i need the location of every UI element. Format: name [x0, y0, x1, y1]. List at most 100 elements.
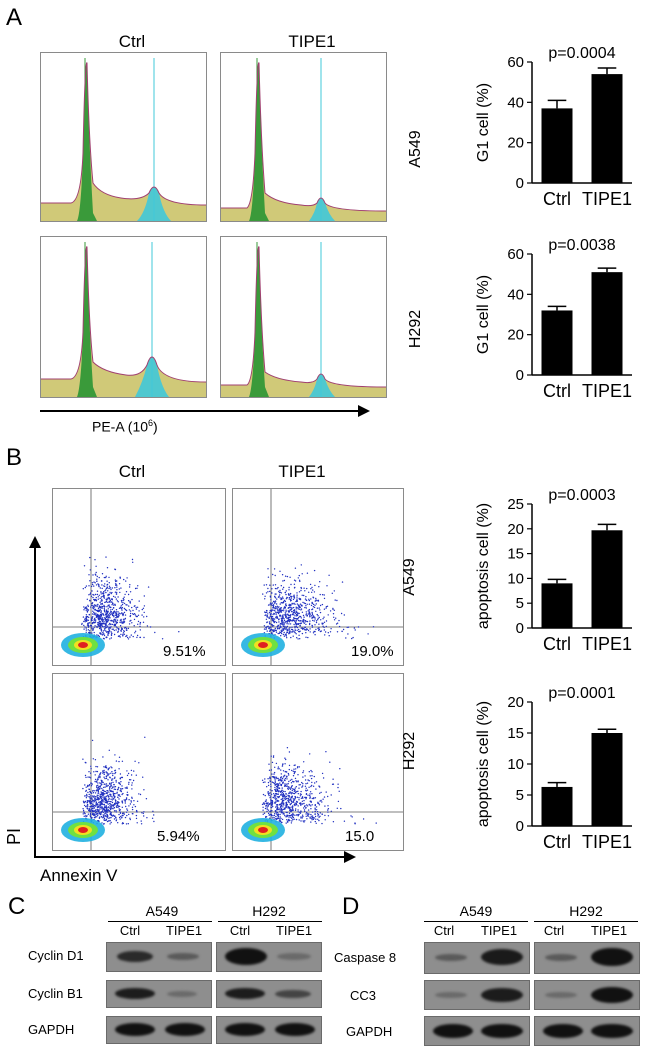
- y-tick-label: 20: [507, 327, 524, 344]
- y-tick-label: 5: [516, 787, 524, 804]
- panel-b-col-ctrl: Ctrl: [118, 462, 146, 481]
- y-tick-label: 0: [516, 367, 524, 384]
- chart-apoptosis-h292: apoptosis cell (%) 0 5 10 15 20 Ctrl TIPE1 p=0.0…: [475, 685, 632, 852]
- panel-a-row-h292: H292: [407, 309, 424, 349]
- annexin-axis-arrow: [34, 851, 356, 863]
- chart-apoptosis-a549: apoptosis cell (%) 0 5 10 15 20 25 Ctrl TIPE1 p=0…: [475, 487, 632, 654]
- panel-c-underline-a549: [108, 921, 212, 922]
- bar-tipe1: [591, 272, 623, 375]
- scatter-h292-tipe1: 15.0: [232, 673, 404, 851]
- y-axis-label: G1 cell (%): [475, 83, 492, 162]
- scatter-dots: [61, 556, 180, 657]
- pi-axis-arrow: [29, 536, 41, 856]
- blot-c-cyclin-d1-a549: [106, 942, 212, 972]
- pct-a549-ctrl: 9.51%: [163, 643, 206, 660]
- blot-c-gapdh-a549: [106, 1016, 212, 1044]
- x-tick-label: Ctrl: [543, 832, 571, 852]
- y-axis-label: apoptosis cell (%): [475, 503, 492, 629]
- pct-h292-tipe1: 15.0: [345, 828, 375, 845]
- x-tick-label: TIPE1: [582, 634, 632, 654]
- p-value-annotation: p=0.0004: [548, 45, 615, 62]
- panel-c-cond-tipe1-1: TIPE1: [165, 923, 203, 938]
- y-tick-label: 40: [507, 286, 524, 303]
- p-value-annotation: p=0.0003: [548, 487, 615, 504]
- panel-b-row-a549: A549: [401, 558, 418, 596]
- blot-d-caspase8-h292: [534, 942, 640, 974]
- panel-b-col-tipe1: TIPE1: [278, 462, 326, 481]
- panel-d-underline-a549: [424, 921, 528, 922]
- panel-d-group-a549: A549: [459, 903, 493, 919]
- panel-c-row-gapdh: GAPDH: [28, 1022, 75, 1037]
- y-tick-label: 10: [507, 756, 524, 773]
- histogram-a549-tipe1: [220, 52, 387, 222]
- panel-c-group-a549: A549: [145, 903, 179, 919]
- panel-a-row-a549: A549: [407, 130, 424, 168]
- pct-h292-ctrl: 5.94%: [157, 828, 200, 845]
- panel-d-underline-h292: [534, 921, 638, 922]
- x-tick-label: TIPE1: [582, 189, 632, 209]
- bar-ctrl: [541, 583, 573, 628]
- bar-tipe1: [591, 530, 623, 628]
- panel-c-underline-h292: [218, 921, 322, 922]
- panel-c-group-h292: H292: [252, 903, 286, 919]
- y-tick-label: 20: [507, 694, 524, 711]
- p-value-annotation: p=0.0038: [548, 237, 615, 254]
- panel-d-letter: D: [342, 893, 360, 920]
- blot-d-gapdh-a549: [424, 1016, 530, 1046]
- panel-a-col-ctrl: Ctrl: [118, 32, 146, 51]
- p-value-annotation: p=0.0001: [548, 685, 615, 702]
- scatter-a549-tipe1: 19.0%: [232, 488, 404, 666]
- x-tick-label: Ctrl: [543, 189, 571, 209]
- x-tick-label: Ctrl: [543, 634, 571, 654]
- y-tick-label: 60: [507, 54, 524, 71]
- scatter-a549-ctrl: 9.51%: [52, 488, 226, 666]
- y-tick-label: 5: [516, 595, 524, 612]
- panel-a-letter: A: [6, 4, 23, 31]
- panel-c-cond-ctrl-1: Ctrl: [119, 923, 141, 938]
- scatter-h292-ctrl: 5.94%: [52, 673, 226, 851]
- y-tick-label: 25: [507, 496, 524, 513]
- scatter-dots: [241, 564, 375, 657]
- y-tick-label: 0: [516, 818, 524, 835]
- panel-d-group-h292: H292: [569, 903, 603, 919]
- histogram-h292-ctrl: [40, 236, 207, 398]
- histogram-h292-tipe1: [220, 236, 387, 398]
- histogram-a549-ctrl: [40, 52, 207, 222]
- y-axis-label: G1 cell (%): [475, 275, 492, 354]
- panel-c-letter: C: [8, 893, 26, 920]
- bar-ctrl: [541, 310, 573, 375]
- y-tick-label: 0: [516, 620, 524, 637]
- panel-c-row-cyclin-b1: Cyclin B1: [28, 986, 83, 1001]
- blot-d-gapdh-h292: [534, 1016, 640, 1046]
- pct-a549-tipe1: 19.0%: [351, 643, 394, 660]
- pi-axis-label: PI: [4, 827, 25, 846]
- bar-ctrl: [541, 786, 573, 826]
- panel-d-cond-ctrl-2: Ctrl: [543, 923, 565, 938]
- pe-a-axis-label: PE-A (106): [92, 418, 158, 435]
- x-tick-label: TIPE1: [582, 381, 632, 401]
- bar-ctrl: [541, 108, 573, 183]
- y-tick-label: 15: [507, 546, 524, 563]
- panel-d-cond-ctrl-1: Ctrl: [433, 923, 455, 938]
- bar-tipe1: [591, 74, 623, 183]
- panel-d-cond-tipe1-1: TIPE1: [480, 923, 518, 938]
- y-tick-label: 10: [507, 570, 524, 587]
- y-tick-label: 20: [507, 135, 524, 152]
- panel-d-row-gapdh: GAPDH: [346, 1024, 393, 1039]
- chart-g1-h292: G1 cell (%) 0 20 40 60 Ctrl TIPE1 p=0.0038: [475, 237, 632, 401]
- annexin-axis-label: Annexin V: [40, 866, 118, 885]
- y-tick-label: 15: [507, 725, 524, 742]
- blot-c-cyclin-d1-h292: [216, 942, 322, 972]
- panel-c-row-cyclin-d1: Cyclin D1: [28, 948, 84, 963]
- panel-d-row-cc3: CC3: [350, 988, 377, 1003]
- y-tick-label: 60: [507, 246, 524, 263]
- panel-d-row-caspase-8: Caspase 8: [334, 950, 397, 965]
- blot-c-gapdh-h292: [216, 1016, 322, 1044]
- chart-g1-a549: G1 cell (%) 0 20 40 60 Ctrl TIPE1 p=0.0004: [475, 45, 632, 209]
- y-axis-label: apoptosis cell (%): [475, 701, 492, 827]
- scatter-dots: [241, 747, 377, 842]
- x-tick-label: TIPE1: [582, 832, 632, 852]
- panel-c-cond-ctrl-2: Ctrl: [229, 923, 251, 938]
- blot-d-caspase8-a549: [424, 942, 530, 974]
- blot-d-cc3-h292: [534, 980, 640, 1010]
